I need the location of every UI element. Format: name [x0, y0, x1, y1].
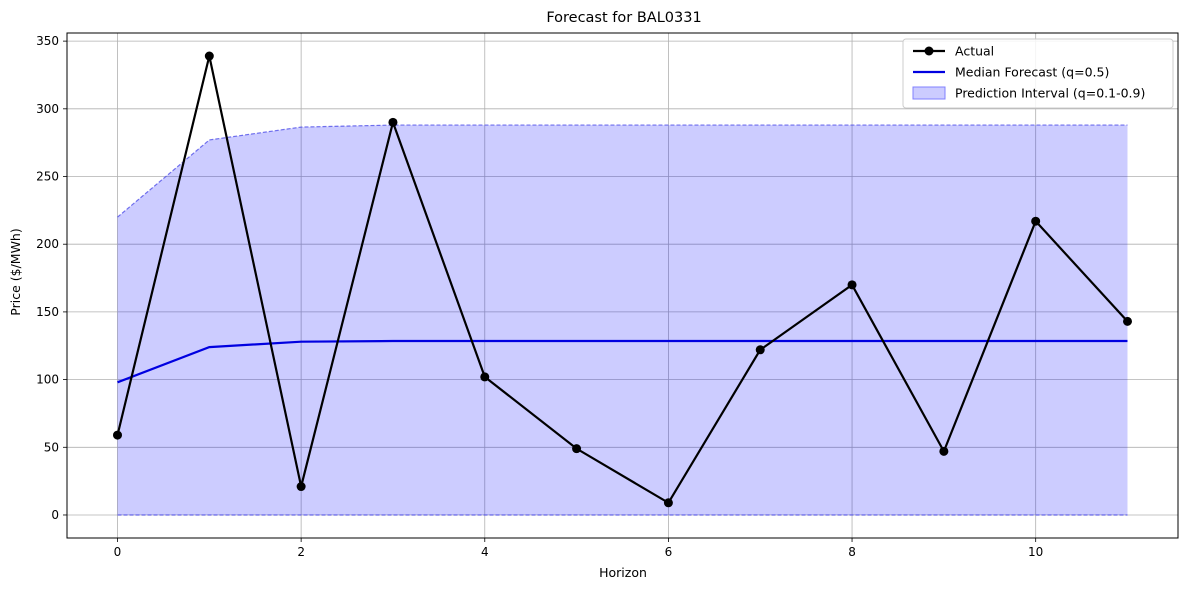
x-axis-label: Horizon: [599, 565, 647, 580]
legend-label: Prediction Interval (q=0.1-0.9): [955, 86, 1145, 101]
actual-point: [572, 444, 582, 454]
actual-point: [755, 345, 765, 355]
y-tick-label: 50: [44, 440, 59, 454]
actual-point: [480, 372, 490, 382]
prediction-interval-band: [117, 124, 1128, 516]
y-tick-label: 300: [36, 102, 59, 116]
y-axis-label: Price ($/MWh): [8, 228, 23, 315]
legend-interval-swatch: [912, 86, 946, 100]
series-lines: [113, 51, 1132, 508]
x-tick-label: 2: [297, 545, 305, 559]
x-tick-label: 0: [114, 545, 122, 559]
prediction-interval-fill: [117, 125, 1128, 515]
actual-point: [663, 498, 673, 508]
actual-line: [116, 55, 1129, 505]
axes: [66, 32, 1179, 539]
actual-point: [296, 482, 306, 492]
legend-label: Median Forecast (q=0.5): [955, 65, 1109, 80]
legend-label: Actual: [955, 44, 994, 59]
chart-title: Forecast for BAL0331: [546, 10, 701, 26]
actual-point: [939, 446, 949, 456]
x-tick-label: 6: [665, 545, 673, 559]
plot-frame: [66, 32, 1179, 539]
x-tick-label: 8: [848, 545, 856, 559]
y-tick-label: 200: [36, 237, 59, 251]
actual-point: [113, 430, 122, 440]
x-tick-label: 4: [481, 545, 489, 559]
legend-box: [902, 38, 1174, 109]
actual-point: [1031, 216, 1041, 226]
y-tick-label: 350: [36, 34, 59, 48]
legend-actual-marker: [924, 46, 934, 56]
actual-point: [388, 117, 398, 127]
y-tick-label: 100: [36, 373, 59, 387]
y-tick-label: 250: [36, 170, 59, 184]
actual-point: [847, 280, 857, 290]
grid-lines: [67, 33, 1178, 538]
y-tick-label: 0: [51, 508, 59, 522]
actual-point: [1123, 316, 1132, 326]
y-tick-label: 150: [36, 305, 59, 319]
median-forecast-line: [117, 339, 1128, 384]
x-tick-label: 10: [1028, 545, 1043, 559]
upper-bound-line: [117, 124, 1128, 218]
legend: Actual Median Forecast (q=0.5) Prediction …: [902, 38, 1174, 109]
actual-point: [204, 51, 214, 61]
